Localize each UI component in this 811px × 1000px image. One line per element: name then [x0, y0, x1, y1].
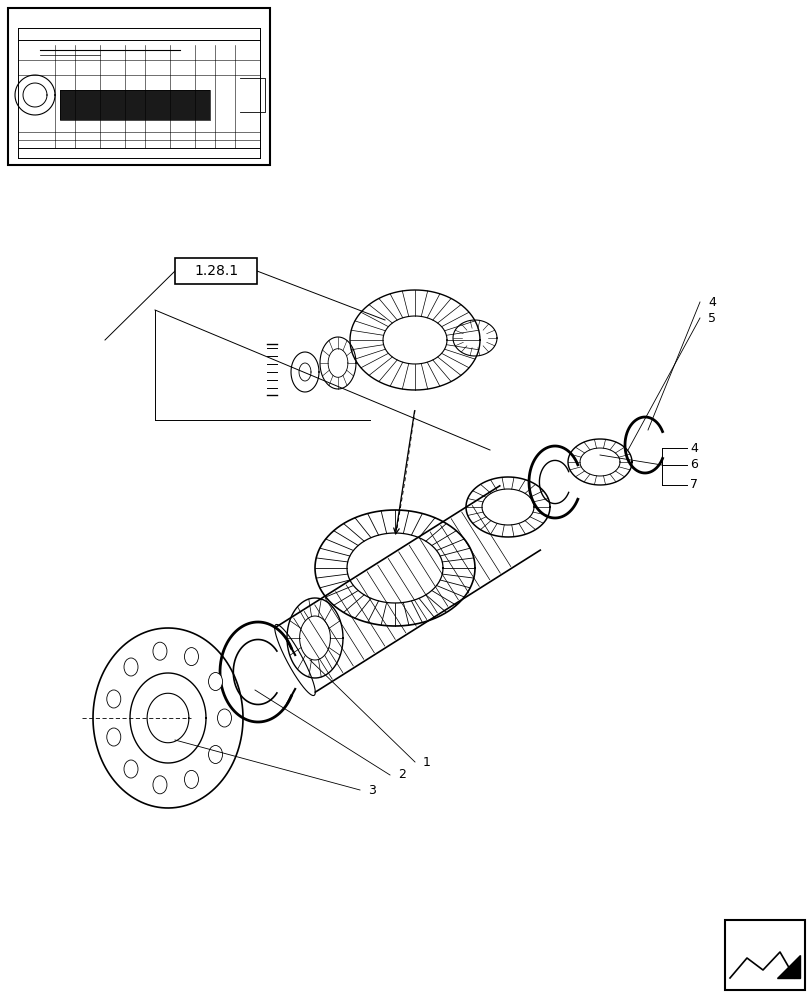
Ellipse shape	[152, 776, 167, 794]
Ellipse shape	[107, 728, 121, 746]
Text: 2: 2	[397, 768, 406, 782]
Bar	[8, 8, 270, 165]
Bar	[60, 90, 210, 120]
Text: 4: 4	[689, 442, 697, 454]
Bar	[175, 258, 257, 284]
Text: 1.28.1: 1.28.1	[194, 264, 238, 278]
Ellipse shape	[184, 770, 198, 788]
Text: 6: 6	[689, 458, 697, 472]
Bar	[724, 920, 804, 990]
Polygon shape	[776, 955, 799, 978]
Text: 3: 3	[367, 784, 375, 796]
Text: 1: 1	[423, 756, 431, 768]
Ellipse shape	[124, 658, 138, 676]
Text: 7: 7	[689, 479, 697, 491]
Ellipse shape	[208, 745, 222, 763]
Ellipse shape	[124, 760, 138, 778]
Ellipse shape	[107, 690, 121, 708]
Ellipse shape	[208, 673, 222, 691]
Bar	[60, 90, 210, 120]
Ellipse shape	[217, 709, 231, 727]
Ellipse shape	[152, 642, 167, 660]
Ellipse shape	[184, 648, 198, 666]
Text: 4: 4	[707, 296, 715, 308]
Text: 5: 5	[707, 312, 715, 324]
